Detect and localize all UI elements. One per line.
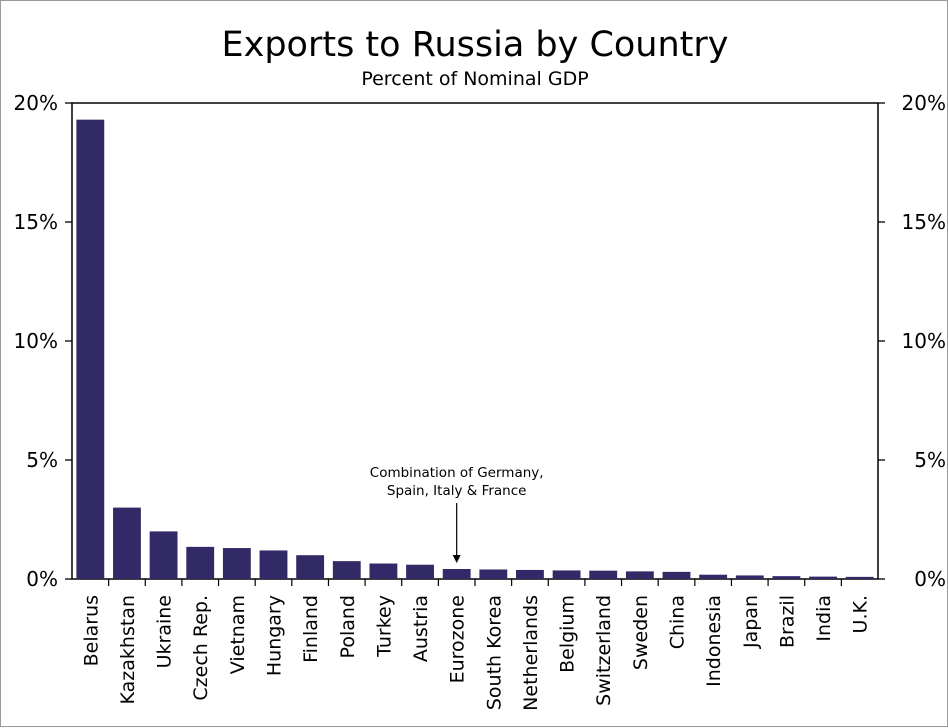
y-tick-label-left: 10%: [14, 329, 58, 353]
x-tick-label: U.K.: [850, 595, 872, 633]
x-tick-label: Austria: [410, 595, 432, 662]
bar: [772, 576, 801, 579]
x-tick-label: South Korea: [483, 595, 505, 710]
bar: [699, 574, 728, 579]
bar: [222, 548, 251, 579]
y-tick-label-left: 20%: [14, 91, 58, 115]
chart-title: Exports to Russia by Country: [222, 25, 729, 65]
x-tick-label: Czech Rep.: [190, 595, 212, 701]
bar: [369, 563, 398, 579]
x-tick-label: Japan: [740, 595, 762, 649]
y-tick-label-right: 15%: [902, 210, 946, 234]
x-tick-label: India: [813, 595, 835, 642]
bar: [332, 561, 361, 579]
annotation-line-1: Combination of Germany,: [370, 465, 544, 481]
annotation-arrowhead: [452, 555, 461, 564]
x-tick-label: Switzerland: [593, 595, 615, 706]
bar: [589, 570, 618, 579]
y-tick-label-right: 10%: [902, 329, 946, 353]
x-tick-label: Belgium: [557, 595, 579, 673]
x-tick-label: Kazakhstan: [117, 595, 139, 704]
x-tick-label: Hungary: [264, 595, 286, 676]
axes: 0% 0% 5% 5% 10% 10% 15% 15% 20% 20%: [14, 91, 946, 591]
bar: [516, 569, 544, 579]
annotation-line-2: Spain, Italy & France: [387, 483, 527, 499]
y-tick-label-right: 0%: [914, 567, 946, 591]
x-tick-label: Ukraine: [154, 595, 176, 668]
bar: [259, 550, 288, 579]
bar: [442, 569, 471, 579]
x-tick-label: Turkey: [373, 595, 395, 658]
x-tick-label: Sweden: [630, 595, 652, 670]
x-tick-label: Finland: [300, 595, 322, 663]
bar: [406, 564, 434, 579]
x-tick-label: Vietnam: [227, 595, 249, 674]
bar: [625, 571, 654, 579]
y-tick-label-right: 20%: [902, 91, 946, 115]
bar: [296, 555, 325, 579]
bar: [735, 575, 764, 579]
bar: [186, 546, 215, 579]
bar: [113, 507, 141, 579]
x-tick-label: Indonesia: [703, 595, 725, 687]
bar: [845, 576, 874, 579]
bar: [552, 570, 581, 579]
y-tick-label-right: 5%: [914, 448, 946, 472]
x-tick-label: China: [667, 595, 689, 649]
x-tick-labels: Belarus Kazakhstan Ukraine Czech Rep. Vietna…: [80, 595, 871, 711]
annotation: Combination of Germany, Spain, Italy & F…: [370, 465, 544, 564]
x-tick-label: Netherlands: [520, 595, 542, 711]
bars: [76, 119, 874, 579]
bar: [809, 576, 837, 579]
x-tick-label: Belarus: [80, 595, 102, 666]
bar: [149, 531, 178, 579]
chart-subtitle: Percent of Nominal GDP: [361, 68, 588, 90]
y-tick-label-left: 0%: [26, 567, 58, 591]
bar: [76, 119, 105, 579]
x-tick-label: Poland: [337, 595, 359, 658]
bar: [479, 569, 508, 579]
plot-frame: [71, 102, 879, 580]
x-tick-label: Eurozone: [447, 595, 469, 683]
bar: [662, 571, 691, 579]
y-tick-label-left: 5%: [26, 448, 58, 472]
x-tick-label: Brazil: [776, 595, 798, 648]
y-tick-label-left: 15%: [14, 210, 58, 234]
